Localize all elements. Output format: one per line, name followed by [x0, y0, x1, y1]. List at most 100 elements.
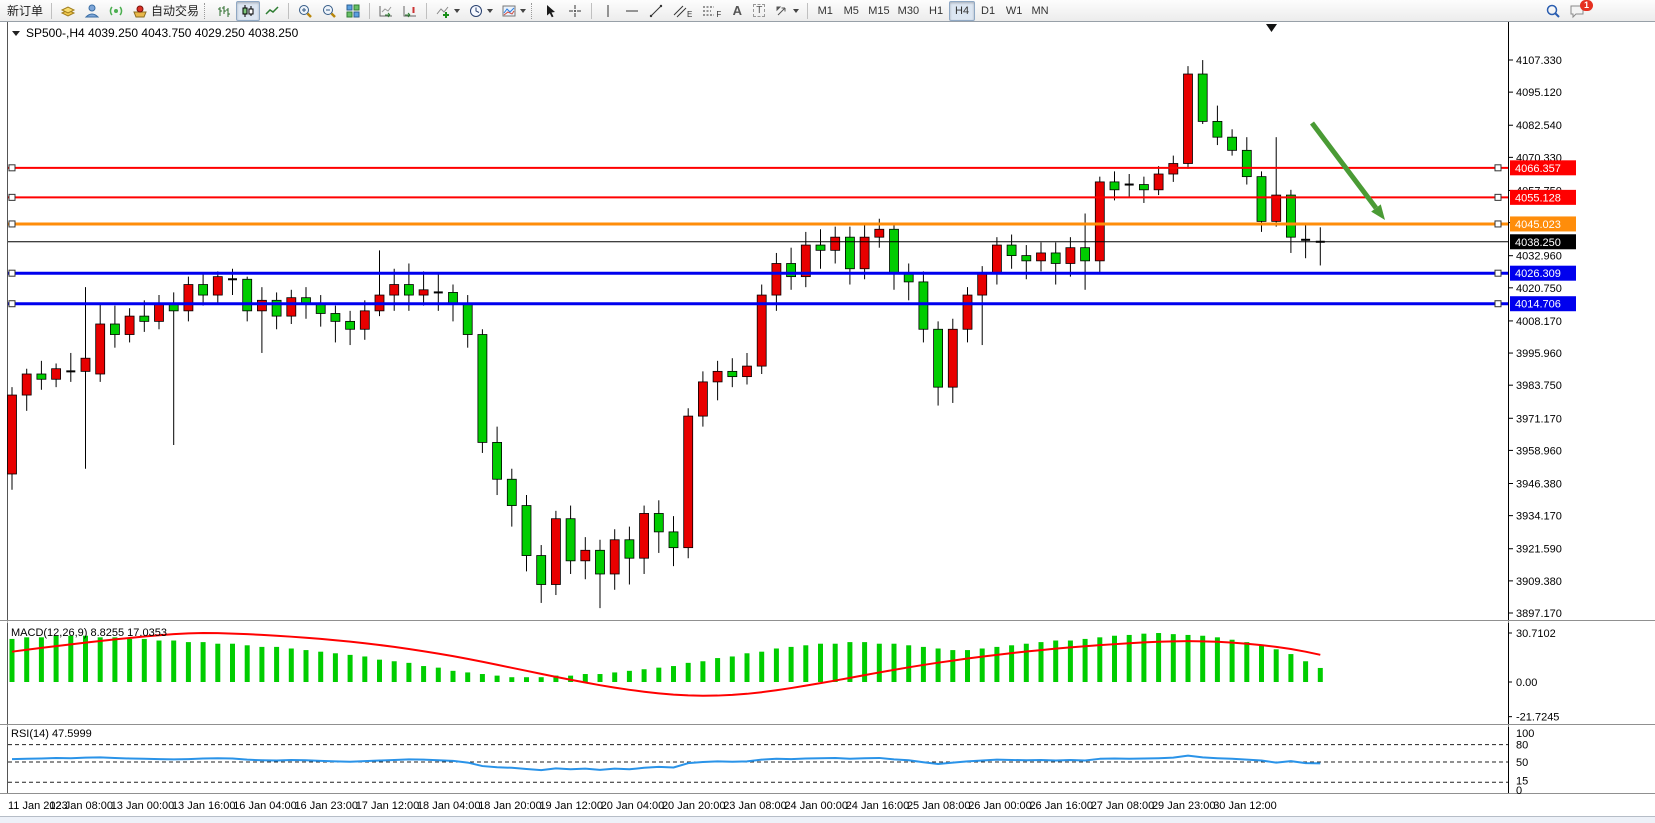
- candle-bullish: [212, 276, 223, 296]
- macd-histogram-bar: [479, 674, 485, 682]
- candle-bearish: [403, 284, 414, 296]
- community-button[interactable]: [80, 1, 104, 21]
- line-handle[interactable]: [1494, 164, 1502, 172]
- text-tool-button[interactable]: A: [726, 1, 748, 21]
- macd-histogram-bar: [788, 646, 794, 682]
- zoom-in-button[interactable]: [293, 1, 317, 21]
- macd-histogram-bar: [141, 638, 147, 682]
- timeframe-button-mn[interactable]: MN: [1031, 4, 1049, 17]
- candle-bearish: [1197, 73, 1208, 122]
- chat-button[interactable]: 1: [1565, 0, 1593, 21]
- macd-histogram-bar: [465, 672, 471, 682]
- macd-histogram-bar: [1185, 634, 1191, 682]
- macd-histogram-bar: [83, 635, 88, 682]
- zoom-in-icon: [297, 3, 313, 19]
- line-chart-mode-button[interactable]: [260, 1, 284, 21]
- price-axis-label: 4095.120: [1516, 87, 1562, 99]
- fibonacci-glyph: F: [716, 10, 722, 19]
- macd-histogram-bar: [1288, 654, 1294, 682]
- macd-histogram-bar: [1067, 640, 1073, 682]
- fibonacci-tool-button[interactable]: F: [697, 1, 726, 21]
- line-handle[interactable]: [8, 300, 16, 308]
- horizontal-line-tool-button[interactable]: [620, 1, 644, 21]
- cursor-tool-button[interactable]: [539, 1, 563, 21]
- new-order-button[interactable]: 新订单: [3, 1, 47, 21]
- line-handle[interactable]: [1494, 300, 1502, 308]
- line-handle[interactable]: [8, 193, 16, 201]
- market-depth-button[interactable]: [56, 1, 80, 21]
- candle-bullish: [800, 244, 811, 278]
- candle-bullish: [609, 539, 620, 575]
- macd-histogram-bar: [582, 674, 588, 682]
- macd-histogram-bar: [9, 638, 15, 682]
- candle-bullish: [962, 294, 973, 330]
- timeframe-button-m5[interactable]: M5: [843, 4, 859, 17]
- candle-bullish: [359, 310, 370, 330]
- status-bar: [0, 816, 1655, 823]
- trend-arrow-head: [1371, 204, 1385, 220]
- candle-bullish: [580, 549, 591, 562]
- timeframe-button-m15[interactable]: M15: [868, 4, 890, 17]
- crosshair-tool-button[interactable]: [563, 1, 587, 21]
- bar-chart-mode-button[interactable]: [212, 1, 236, 21]
- channel-tool-button[interactable]: E: [668, 1, 697, 21]
- signals-button[interactable]: [104, 1, 128, 21]
- time-axis-label: 26 Jan 00:00: [968, 800, 1032, 812]
- chart-title-bar[interactable]: SP500-,H4 4039.250 4043.750 4029.250 403…: [12, 26, 298, 40]
- macd-histogram-bar: [744, 653, 750, 682]
- vertical-line-tool-button[interactable]: [596, 1, 620, 21]
- line-handle[interactable]: [8, 269, 16, 277]
- autotrade-button[interactable]: 自动交易: [128, 1, 203, 21]
- chart-shift-marker[interactable]: [1266, 24, 1277, 32]
- line-handle[interactable]: [8, 220, 16, 228]
- candle-bearish: [668, 531, 679, 549]
- price-axis-label: 3934.170: [1516, 511, 1562, 523]
- tile-windows-button[interactable]: [341, 1, 365, 21]
- timeframe-button-h4[interactable]: H4: [949, 0, 976, 21]
- candle-bearish: [492, 442, 503, 480]
- candle-bullish: [639, 513, 649, 559]
- time-axis-label: 16 Jan 23:00: [294, 800, 358, 812]
- timeframe-button-d1[interactable]: D1: [981, 4, 996, 17]
- autotrade-label: 自动交易: [151, 4, 200, 18]
- candle-bearish: [1286, 194, 1296, 238]
- trend-arrow-annotation[interactable]: [1310, 121, 1378, 210]
- macd-histogram-bar: [1259, 645, 1264, 682]
- macd-histogram-bar: [759, 651, 765, 682]
- line-handle[interactable]: [1494, 269, 1502, 277]
- candlestick-mode-button[interactable]: [236, 0, 261, 21]
- timeframe-button-m30[interactable]: M30: [897, 4, 920, 17]
- candle-bullish: [830, 236, 841, 251]
- macd-histogram-bar: [876, 643, 882, 682]
- candle-bullish: [124, 315, 135, 335]
- timeframe-button-w1[interactable]: W1: [1005, 4, 1023, 17]
- line-handle[interactable]: [1494, 193, 1502, 201]
- candle-bearish: [1006, 244, 1017, 256]
- line-handle[interactable]: [8, 164, 16, 172]
- trendline-tool-button[interactable]: [644, 1, 668, 21]
- macd-histogram-bar: [803, 645, 809, 682]
- macd-histogram-bar: [1082, 638, 1088, 682]
- gold-book-icon: [60, 3, 76, 19]
- time-axis-label: 18 Jan 04:00: [417, 800, 481, 812]
- arrows-tool-button[interactable]: [770, 1, 803, 21]
- chart-shift-icon: [402, 3, 418, 19]
- templates-button[interactable]: [497, 1, 530, 21]
- indicators-button[interactable]: [431, 1, 464, 21]
- search-button[interactable]: [1541, 1, 1565, 21]
- toolbar-grip: [204, 2, 209, 19]
- timeframe-button-h1[interactable]: H1: [929, 4, 944, 17]
- rsi-line: [11, 754, 1321, 772]
- auto-scroll-button[interactable]: [374, 1, 398, 21]
- timeframe-button-m1[interactable]: M1: [817, 4, 833, 17]
- zoom-out-button[interactable]: [317, 1, 341, 21]
- time-axis-label: 29 Jan 23:00: [1152, 800, 1216, 812]
- periods-button[interactable]: [464, 1, 497, 21]
- macd-axis-label: -21.7245: [1516, 712, 1559, 724]
- text-label-tool-button[interactable]: T: [748, 1, 770, 21]
- chart-shift-button[interactable]: [398, 1, 422, 21]
- line-handle[interactable]: [1494, 220, 1502, 228]
- macd-histogram-bar: [891, 643, 897, 682]
- macd-histogram-bar: [1229, 639, 1235, 682]
